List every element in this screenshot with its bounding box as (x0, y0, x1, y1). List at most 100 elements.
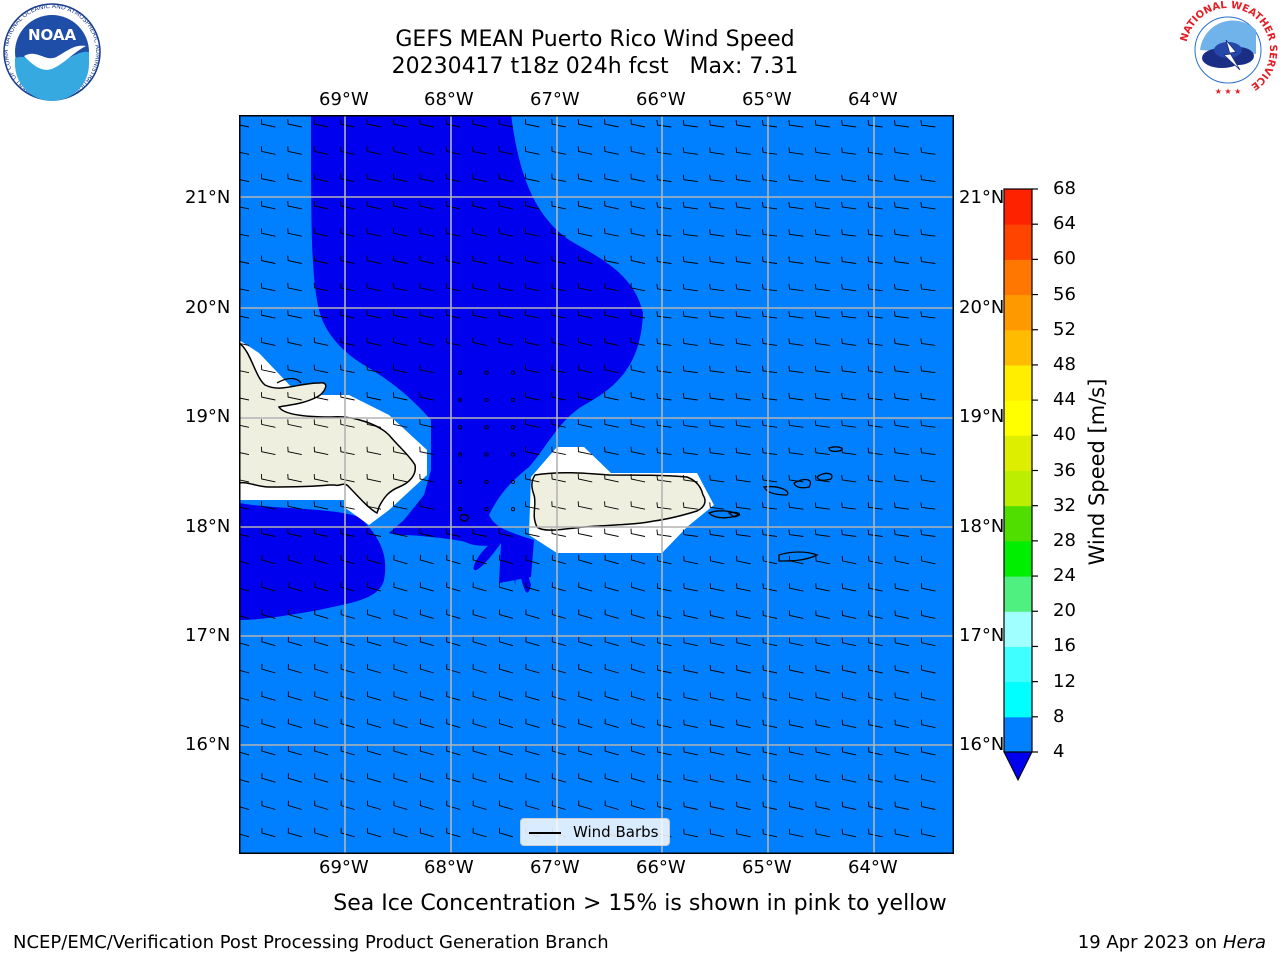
wind-barb (631, 745, 646, 756)
wind-barb (366, 392, 382, 401)
wind-barb (472, 310, 487, 319)
wind-barb (472, 173, 487, 183)
wind-barb (894, 229, 910, 237)
wind-barb (260, 173, 276, 183)
wind-barb (656, 201, 672, 210)
wind-barb (260, 392, 276, 401)
wind-barb (340, 446, 355, 456)
wind-barb (524, 200, 540, 210)
wind-barb (287, 310, 302, 319)
wind-barb (630, 337, 646, 346)
wind-barb (366, 446, 382, 456)
wind-barb (393, 827, 408, 838)
wind-barb (313, 419, 329, 428)
wind-barb (419, 392, 434, 401)
wind-barb (762, 174, 778, 183)
wind-barb (630, 255, 646, 264)
wind-barb (260, 200, 276, 210)
wind-barb (683, 555, 698, 565)
wind-barb (788, 365, 804, 374)
wind-barb (498, 200, 514, 210)
wind-barb (841, 801, 857, 810)
wind-barb (367, 827, 382, 838)
wind-barb (604, 228, 619, 237)
wind-barb (340, 146, 355, 155)
wind-barb (498, 255, 514, 264)
colorbar-cell (1004, 505, 1032, 542)
wind-barb (841, 529, 857, 537)
wind-barb (524, 419, 540, 428)
wind-barb (260, 228, 276, 237)
wind-barb (841, 583, 857, 592)
wind-barb (419, 664, 434, 674)
wind-barb (340, 337, 355, 346)
colorbar-cell (1004, 540, 1032, 577)
wind-barb (841, 555, 857, 565)
wind-barb (239, 751, 250, 756)
wind-barb (735, 311, 751, 319)
calm-marker (484, 397, 489, 403)
wind-barb (788, 502, 804, 510)
wind-barb (419, 200, 434, 210)
colorbar-label: Wind Speed [m/s] (1085, 378, 1109, 566)
wind-barb (788, 555, 804, 565)
wind-barb (551, 473, 566, 483)
wind-barb (314, 609, 329, 619)
wind-barb (630, 364, 646, 374)
wind-barb (814, 311, 830, 319)
wind-barb (788, 474, 804, 483)
wind-barb (841, 502, 857, 510)
wind-barb (524, 146, 540, 155)
wind-barb (788, 229, 804, 237)
wind-barb (682, 420, 698, 428)
wind-barb (867, 120, 883, 128)
wind-barb (313, 528, 329, 537)
wind-barb (551, 773, 566, 783)
wind-barb (446, 664, 461, 674)
wind-barb (656, 174, 672, 183)
lon-label-top-65w: 65°W (742, 89, 792, 110)
map-panel (239, 115, 954, 854)
wind-barb (630, 200, 646, 210)
wind-barb (314, 554, 329, 565)
wind-barb (683, 801, 698, 810)
colorbar-cell (1004, 470, 1032, 507)
wind-barb (393, 554, 408, 565)
wind-barb (762, 502, 778, 510)
wind-barb (630, 392, 646, 401)
wind-barb (551, 609, 566, 619)
wind-barb (525, 582, 540, 592)
wind-barb (867, 338, 883, 346)
colorbar-tick-label: 36 (1053, 459, 1076, 481)
wind-barb (551, 501, 566, 510)
wind-barb (261, 773, 276, 783)
colorbar-tick-label: 64 (1053, 213, 1076, 235)
wind-barb (524, 392, 540, 401)
wind-barb (604, 173, 619, 183)
wind-barb (762, 665, 778, 674)
wind-barb (419, 337, 434, 346)
colorbar-tick-label: 8 (1053, 705, 1065, 727)
wind-barb (367, 745, 382, 756)
wind-barb (287, 119, 302, 128)
wind-barb (367, 691, 382, 701)
wind-barb (340, 364, 355, 374)
wind-barb (894, 637, 910, 647)
wind-barb (472, 146, 487, 155)
lat-label-right-18n: 18°N (959, 516, 1005, 537)
wind-barb (841, 610, 857, 619)
nws-logo: NATIONAL WEATHER SERVICE ★ ★ ★ (1178, 0, 1278, 100)
wind-barb (314, 800, 329, 810)
wind-barb (867, 393, 883, 401)
wind-barb (709, 746, 725, 756)
wind-barb (868, 665, 883, 674)
wind-barb (524, 228, 540, 237)
wind-barb (287, 364, 302, 374)
wind-barb (762, 311, 778, 319)
wind-barb (894, 801, 910, 810)
wind-barb (630, 228, 646, 237)
wind-barb (261, 745, 276, 756)
wind-barb (419, 636, 434, 647)
wind-barb (577, 528, 593, 537)
colorbar-tick-label: 52 (1053, 318, 1076, 340)
